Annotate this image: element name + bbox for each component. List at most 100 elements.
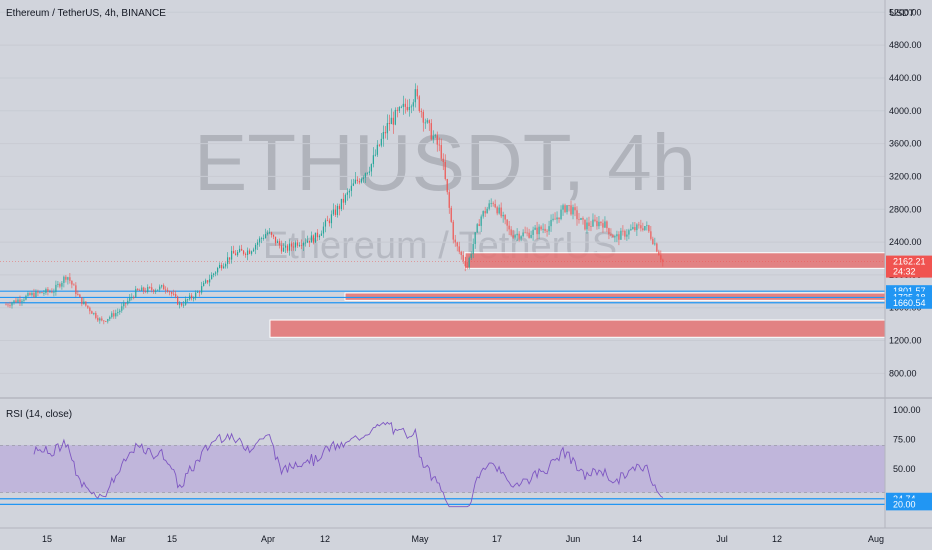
candle-body <box>554 218 556 220</box>
candle-body <box>177 296 179 305</box>
candle-body <box>438 144 440 146</box>
candle-body <box>408 106 410 111</box>
candle-body <box>35 291 37 297</box>
candle-body <box>502 214 504 217</box>
candles <box>5 83 664 325</box>
candle-body <box>173 293 175 295</box>
time-tick-label: Aug <box>868 534 884 544</box>
candle-body <box>326 220 329 222</box>
candle-body <box>320 233 323 236</box>
candle-body <box>302 242 305 246</box>
time-tick-label: Jun <box>566 534 581 544</box>
candle-body <box>49 291 51 293</box>
candle-body <box>642 228 644 230</box>
candle-body <box>368 171 370 173</box>
candle-body <box>392 117 394 125</box>
candle-body <box>133 297 135 298</box>
candle-body <box>234 253 237 256</box>
rsi-axis[interactable]: 50.00 75.00 100.00 <box>893 405 921 474</box>
candle-body <box>57 283 59 285</box>
candle-body <box>570 205 572 215</box>
candle-body <box>278 241 281 246</box>
candle-body <box>39 292 41 293</box>
candle-body <box>590 226 592 227</box>
candle-body <box>618 234 620 240</box>
candle-body <box>97 317 99 321</box>
candle-body <box>366 172 368 174</box>
candle-body <box>314 232 317 243</box>
candle-body <box>101 318 103 321</box>
candle-body <box>250 251 253 254</box>
candle-body <box>59 283 61 287</box>
candle-body <box>254 244 257 250</box>
candle-body <box>458 246 460 252</box>
symbol-title[interactable]: Ethereum / TetherUS, 4h, BINANCE <box>6 8 166 19</box>
candle-body <box>464 261 466 267</box>
candle-body <box>486 208 488 214</box>
candle-body <box>638 224 640 226</box>
candle-body <box>662 259 664 262</box>
candle-body <box>508 225 510 230</box>
candle-body <box>456 242 458 247</box>
candle-body <box>79 294 81 298</box>
candle-body <box>89 307 91 312</box>
candle-body <box>113 313 115 317</box>
candle-body <box>424 122 426 124</box>
candle-body <box>131 297 133 298</box>
candle-body <box>71 280 73 285</box>
candle-body <box>181 303 183 306</box>
support-zone[interactable] <box>269 319 886 338</box>
candle-body <box>143 287 145 292</box>
candle-body <box>516 233 518 236</box>
candle-body <box>73 284 75 286</box>
candle-body <box>169 291 171 293</box>
candle-body <box>318 235 321 238</box>
candle-body <box>420 111 422 112</box>
candle-body <box>171 292 173 294</box>
candle-body <box>480 216 482 226</box>
candle-body <box>5 304 7 306</box>
rsi-line <box>33 421 664 508</box>
candle-body <box>436 135 438 145</box>
candle-body <box>620 230 622 240</box>
time-axis[interactable]: 15 Mar 15 Apr 12 May 17 Jun 14 Jul 12 Aug <box>0 527 932 544</box>
candle-body <box>472 244 474 255</box>
candle-body <box>528 232 530 238</box>
candle-body <box>518 233 520 239</box>
candle-body <box>217 268 219 273</box>
candle-body <box>364 173 366 178</box>
rsi-band <box>0 445 885 493</box>
candle-body <box>636 224 638 231</box>
price-tag-l3 <box>886 296 932 309</box>
candle-body <box>41 292 43 294</box>
candle-body <box>227 257 229 264</box>
candle-body <box>626 234 628 237</box>
candle-body <box>402 103 404 107</box>
price-tag-last <box>886 255 932 278</box>
candle-body <box>215 272 217 274</box>
candle-body <box>338 205 341 209</box>
rsi-title[interactable]: RSI (14, close) <box>6 409 72 420</box>
support-zone[interactable] <box>464 252 886 269</box>
candle-body <box>332 209 335 215</box>
candle-body <box>504 214 506 220</box>
candle-body <box>77 294 79 295</box>
candle-body <box>163 285 165 290</box>
candle-body <box>406 106 408 111</box>
candle-body <box>430 123 432 140</box>
candle-body <box>410 106 412 108</box>
candle-body <box>209 279 211 283</box>
candle-body <box>223 266 225 269</box>
price-tick-label: 1200.00 <box>889 336 922 346</box>
candle-body <box>610 234 612 236</box>
candle-body <box>240 248 243 251</box>
candle-body <box>574 207 576 211</box>
time-tick-label: 14 <box>632 534 642 544</box>
candle-body <box>416 89 418 97</box>
candle-body <box>238 248 241 253</box>
candle-body <box>582 218 584 220</box>
support-zone[interactable] <box>344 292 886 301</box>
candle-body <box>474 232 476 245</box>
candle-body <box>484 211 486 214</box>
candle-body <box>195 292 197 299</box>
